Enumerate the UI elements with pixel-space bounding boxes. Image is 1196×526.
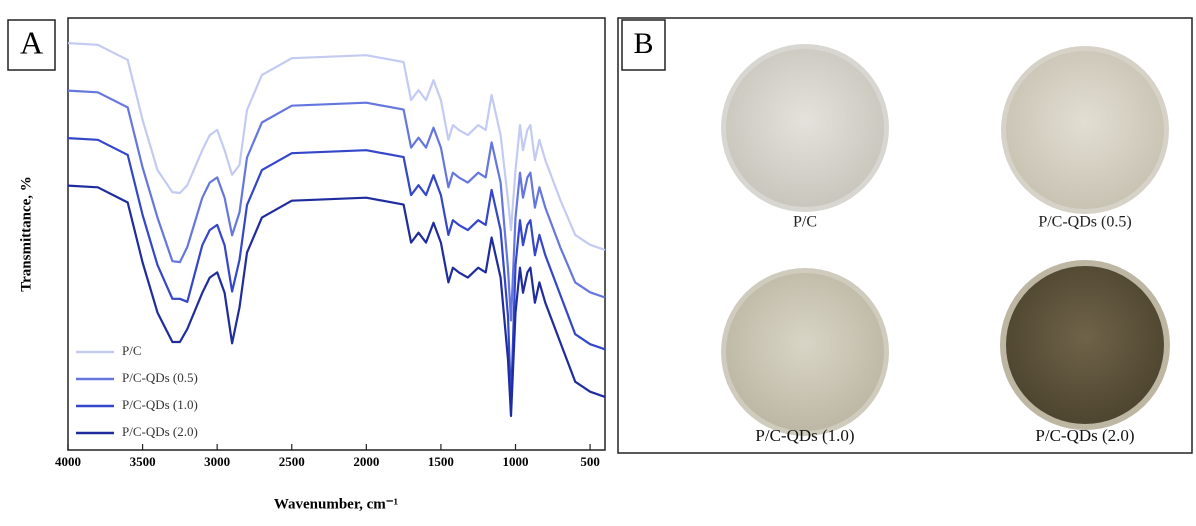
sample-label: P/C — [793, 214, 817, 231]
sample-label: P/C-QDs (0.5) — [1038, 214, 1131, 231]
x-tick-label: 1000 — [503, 454, 529, 469]
legend-label: P/C-QDs (0.5) — [122, 370, 198, 385]
y-axis-label: Transmittance, % — [18, 176, 34, 292]
x-tick-label: 2000 — [353, 454, 379, 469]
plot-frame — [67, 17, 606, 451]
sample-label: P/C-QDs (2.0) — [1035, 426, 1134, 445]
x-tick-label: 500 — [580, 454, 600, 469]
legend-label: P/C — [122, 343, 142, 358]
series-line — [67, 42, 606, 252]
sample-label: P/C-QDs (1.0) — [755, 426, 854, 445]
panel-label: A — [20, 24, 43, 60]
plate-photo — [1006, 51, 1164, 209]
x-tick-label: 3500 — [130, 454, 156, 469]
x-axis-label: Wavenumber, cm⁻¹ — [274, 496, 398, 512]
plate-photo — [726, 273, 884, 431]
panel-label: B — [633, 27, 653, 60]
x-tick-label: 2500 — [279, 454, 305, 469]
plate-photo — [1006, 266, 1164, 424]
series-line — [67, 137, 606, 404]
panel-label-box — [621, 19, 666, 71]
chart: 4000 3500 3000 2500 2000 1500 1000 500 P/C P/C-QD… — [55, 42, 606, 469]
x-tick-label: 4000 — [55, 454, 81, 469]
legend-label: P/C-QDs (1.0) — [122, 397, 198, 412]
x-tick-label: 3000 — [204, 454, 230, 469]
x-tick-label: 1500 — [428, 454, 454, 469]
series-line — [67, 89, 606, 322]
plate-photo — [726, 49, 884, 207]
panel-label-box — [7, 19, 56, 71]
series-line — [67, 184, 606, 417]
legend-label: P/C-QDs (2.0) — [122, 424, 198, 439]
